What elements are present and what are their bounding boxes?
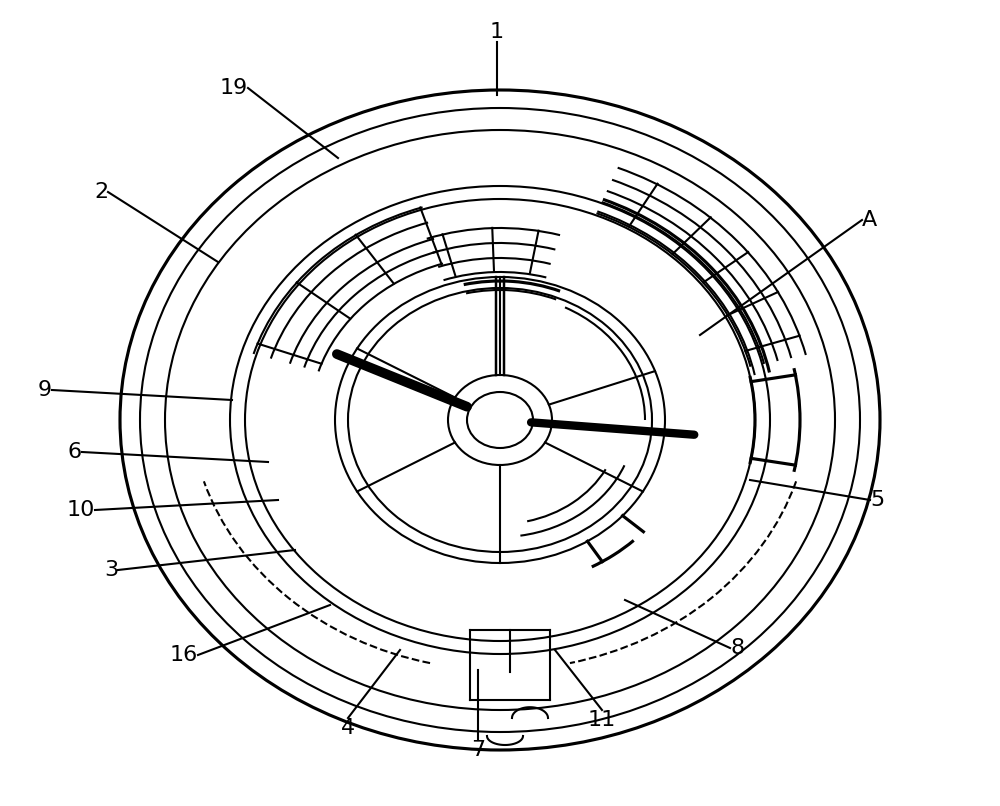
Text: 11: 11 xyxy=(588,710,616,730)
Text: 5: 5 xyxy=(870,490,884,510)
Text: 2: 2 xyxy=(94,182,108,202)
Text: 7: 7 xyxy=(471,740,485,760)
Text: 6: 6 xyxy=(68,442,82,462)
Text: 4: 4 xyxy=(341,718,355,738)
Text: 9: 9 xyxy=(38,380,52,400)
Text: 1: 1 xyxy=(490,22,504,42)
Text: A: A xyxy=(862,210,877,230)
Text: 10: 10 xyxy=(67,500,95,520)
Text: 3: 3 xyxy=(104,560,118,580)
Text: 16: 16 xyxy=(170,645,198,665)
Text: 19: 19 xyxy=(220,78,248,98)
Text: 8: 8 xyxy=(730,638,744,658)
